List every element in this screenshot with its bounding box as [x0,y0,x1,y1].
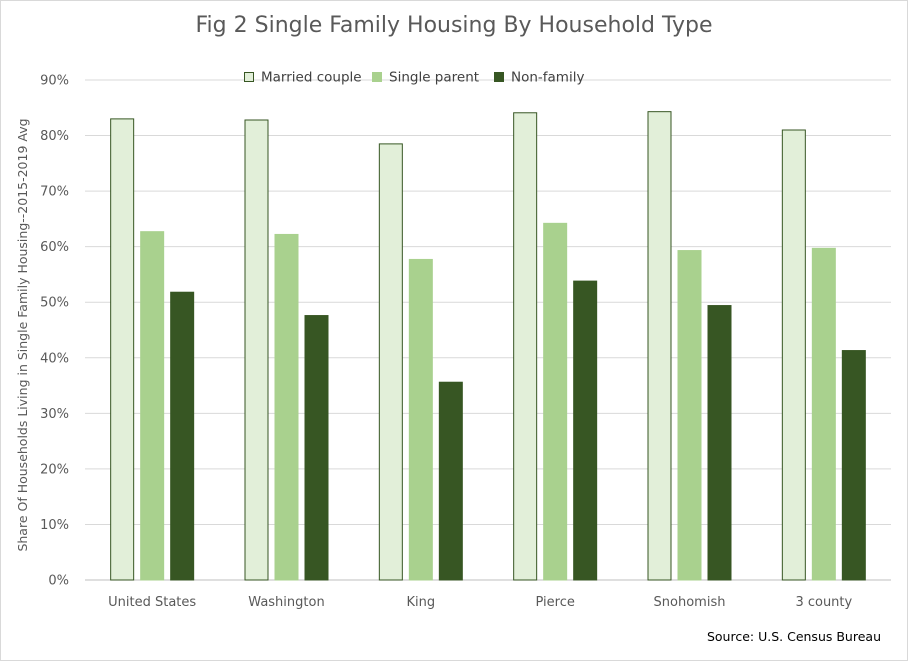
bar-single-parent [543,222,568,581]
y-tick-label: 0% [48,574,69,589]
y-tick-label: 80% [40,129,69,144]
legend-label: Single parent [389,70,479,86]
y-tick-label: 90% [40,74,69,89]
legend-swatch [494,72,504,82]
bar-non-family [707,305,732,581]
legend-label: Married couple [261,70,362,86]
y-tick-label: 50% [40,296,69,311]
chart-title: Fig 2 Single Family Housing By Household… [195,13,713,38]
bar-married-couple [378,143,403,581]
bar-married-couple [513,112,538,581]
x-tick-label: King [407,595,436,610]
y-tick-label: 30% [40,407,69,422]
bar-non-family [573,280,598,581]
y-tick-label: 20% [40,462,69,477]
bar-non-family [304,315,329,581]
x-tick-label: 3 county [795,595,852,610]
legend-swatch [372,72,382,82]
x-tick-label: Washington [248,595,324,610]
bar-single-parent [677,250,702,581]
bar-single-parent [140,231,165,581]
legend-swatch [244,72,254,82]
y-tick-label: 70% [40,185,69,200]
x-tick-label: United States [108,595,196,610]
y-tick-label: 60% [40,240,69,255]
bar-married-couple [110,118,135,581]
legend-label: Non-family [511,70,584,86]
y-tick-label: 40% [40,351,69,366]
bar-single-parent [811,247,836,581]
bar-married-couple [781,129,806,581]
bar-married-couple [244,119,269,581]
bar-non-family [841,350,866,581]
source-note: Source: U.S. Census Bureau [706,629,881,644]
bar-single-parent [408,258,433,581]
y-axis-title: Share Of Households Living in Single Fam… [15,118,30,551]
bar-non-family [170,291,195,581]
y-tick-label: 10% [40,518,69,533]
x-tick-label: Snohomish [654,595,726,610]
bar-married-couple [647,111,672,581]
bar-non-family [438,381,463,581]
bar-single-parent [274,233,299,581]
x-tick-label: Pierce [535,595,574,610]
